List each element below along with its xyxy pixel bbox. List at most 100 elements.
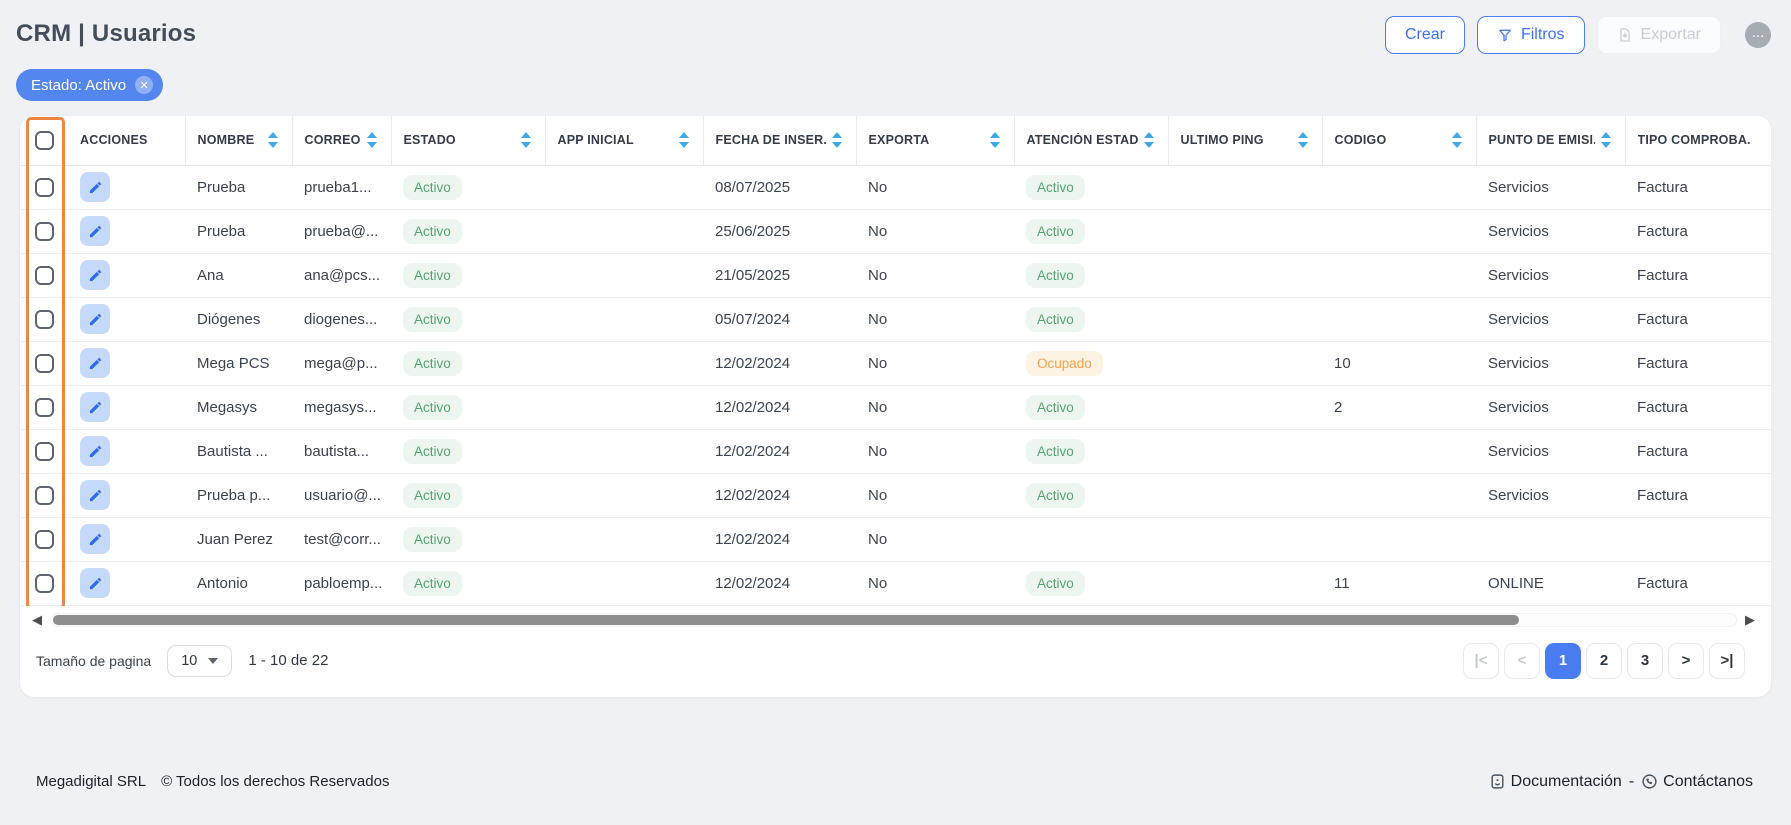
sort-icon[interactable] (1143, 132, 1154, 149)
edit-user-button[interactable] (80, 480, 110, 510)
cell-punto-emision: Servicios (1476, 253, 1625, 298)
documentation-link[interactable]: Documentación (1489, 773, 1622, 791)
sort-icon[interactable] (520, 132, 531, 149)
edit-user-button[interactable] (80, 172, 110, 202)
edit-user-button[interactable] (80, 348, 110, 378)
row-checkbox[interactable] (34, 309, 54, 329)
edit-user-button[interactable] (80, 568, 110, 598)
cell-fecha-insercion: 05/07/2024 (703, 297, 856, 342)
scrollbar-thumb[interactable] (53, 614, 1519, 625)
edit-user-button[interactable] (80, 304, 110, 334)
whatsapp-phone-icon (1641, 773, 1658, 790)
first-page-button[interactable]: |< (1463, 642, 1499, 679)
cell-nombre: Prueba (185, 209, 292, 254)
atencion-estado-badge: Activo (1026, 438, 1085, 464)
column-header-atencion-estado: ATENCIÓN ESTADO (1013, 116, 1168, 166)
cell-punto-emision: Servicios (1476, 209, 1625, 254)
cell-punto-emision: Servicios (1476, 165, 1625, 210)
row-checkbox[interactable] (34, 353, 54, 373)
sort-icon[interactable] (989, 132, 1000, 149)
toolbar: Crear Filtros Exportar ... (1384, 16, 1771, 54)
row-checkbox[interactable] (34, 177, 54, 197)
sort-icon[interactable] (1600, 132, 1611, 149)
page-size-select[interactable]: 10 (167, 644, 233, 677)
select-all-checkbox[interactable] (34, 130, 54, 150)
page-button-3[interactable]: 3 (1627, 642, 1663, 679)
page-button-2[interactable]: 2 (1586, 642, 1622, 679)
cell-fecha-insercion: 21/05/2025 (703, 253, 856, 298)
exportar-button[interactable]: Exportar (1596, 16, 1721, 54)
company-name: Megadigital SRL (36, 773, 147, 790)
row-checkbox[interactable] (34, 221, 54, 241)
cell-punto-emision: Servicios (1476, 341, 1625, 386)
atencion-estado-badge: Activo (1026, 306, 1085, 332)
chevron-down-icon (208, 657, 219, 664)
estado-badge: Activo (403, 306, 462, 332)
sort-icon[interactable] (831, 132, 842, 149)
atencion-estado-badge: Ocupado (1026, 350, 1103, 376)
cell-app-inicial (545, 209, 703, 254)
filtros-button[interactable]: Filtros (1476, 16, 1585, 54)
edit-user-button[interactable] (80, 524, 110, 554)
column-header-tipo-comprobante: TIPO COMPROBA. (1624, 116, 1771, 166)
row-checkbox[interactable] (34, 265, 54, 285)
cell-exporta: No (856, 473, 1014, 518)
edit-user-button[interactable] (80, 260, 110, 290)
table-row: Prueba prueba@... Activo 25/06/2025 No A… (20, 209, 1771, 254)
next-page-button[interactable]: > (1668, 642, 1704, 679)
filter-chip-estado-activo[interactable]: Estado: Activo ✕ (16, 69, 164, 101)
last-page-icon: >| (1720, 652, 1734, 669)
sort-icon[interactable] (1451, 132, 1462, 149)
edit-user-button[interactable] (80, 436, 110, 466)
sort-icon[interactable] (267, 132, 278, 149)
column-header-exporta: EXPORTA (855, 116, 1014, 166)
edit-user-button[interactable] (80, 392, 110, 422)
more-actions-button[interactable]: ... (1745, 22, 1771, 48)
estado-badge: Activo (403, 394, 462, 420)
row-checkbox[interactable] (34, 485, 54, 505)
crear-button[interactable]: Crear (1384, 16, 1465, 54)
row-checkbox[interactable] (34, 573, 54, 593)
cell-nombre: Juan Perez (185, 517, 292, 562)
table-row: Bautista ... bautista... Activo 12/02/20… (20, 429, 1771, 474)
row-checkbox[interactable] (34, 529, 54, 549)
page-button-1[interactable]: 1 (1545, 642, 1581, 679)
cell-ultimo-ping (1168, 165, 1322, 210)
cell-ultimo-ping (1168, 517, 1322, 562)
row-checkbox[interactable] (34, 441, 54, 461)
pencil-icon (88, 532, 103, 547)
remove-filter-icon[interactable]: ✕ (135, 76, 154, 94)
scroll-left-arrow-icon[interactable]: ◀ (32, 612, 42, 627)
page-title: CRM | Usuarios (16, 20, 197, 47)
last-page-button[interactable]: >| (1709, 642, 1745, 679)
ellipsis-icon: ... (1751, 23, 1765, 41)
cell-punto-emision: Servicios (1476, 473, 1625, 518)
cell-codigo: 2 (1322, 385, 1476, 430)
cell-app-inicial (545, 297, 703, 342)
footer-right: Documentación - Contáctanos (1489, 773, 1753, 791)
scroll-right-arrow-icon[interactable]: ▶ (1745, 612, 1755, 627)
sort-icon[interactable] (366, 132, 377, 149)
cell-codigo: 11 (1322, 561, 1476, 606)
sort-icon[interactable] (678, 132, 689, 149)
cell-tipo-comprobante (1625, 517, 1771, 562)
cell-fecha-insercion: 12/02/2024 (703, 341, 856, 386)
table-header-row: ACCIONES NOMBRE CORREO ESTADO APP INICIA… (20, 116, 1771, 166)
cell-nombre: Diógenes (185, 297, 292, 342)
footer-left: Megadigital SRL © Todos los derechos Res… (36, 773, 389, 790)
cell-tipo-comprobante: Factura (1625, 297, 1771, 342)
prev-page-button[interactable]: < (1504, 642, 1540, 679)
cell-exporta: No (856, 165, 1014, 210)
edit-user-button[interactable] (80, 216, 110, 246)
contact-link[interactable]: Contáctanos (1641, 773, 1753, 791)
pagination-controls: |< < 1 2 3 > >| (1463, 642, 1745, 679)
cell-exporta: No (856, 297, 1014, 342)
cell-correo: pabloemp... (292, 561, 391, 606)
sort-icon[interactable] (1297, 132, 1308, 149)
atencion-estado-badge: Activo (1026, 570, 1085, 596)
table-row: Juan Perez test@corr... Activo 12/02/202… (20, 517, 1771, 562)
crear-button-label: Crear (1404, 26, 1445, 43)
cell-app-inicial (545, 561, 703, 606)
scrollbar-track[interactable] (50, 612, 1737, 627)
row-checkbox[interactable] (34, 397, 54, 417)
